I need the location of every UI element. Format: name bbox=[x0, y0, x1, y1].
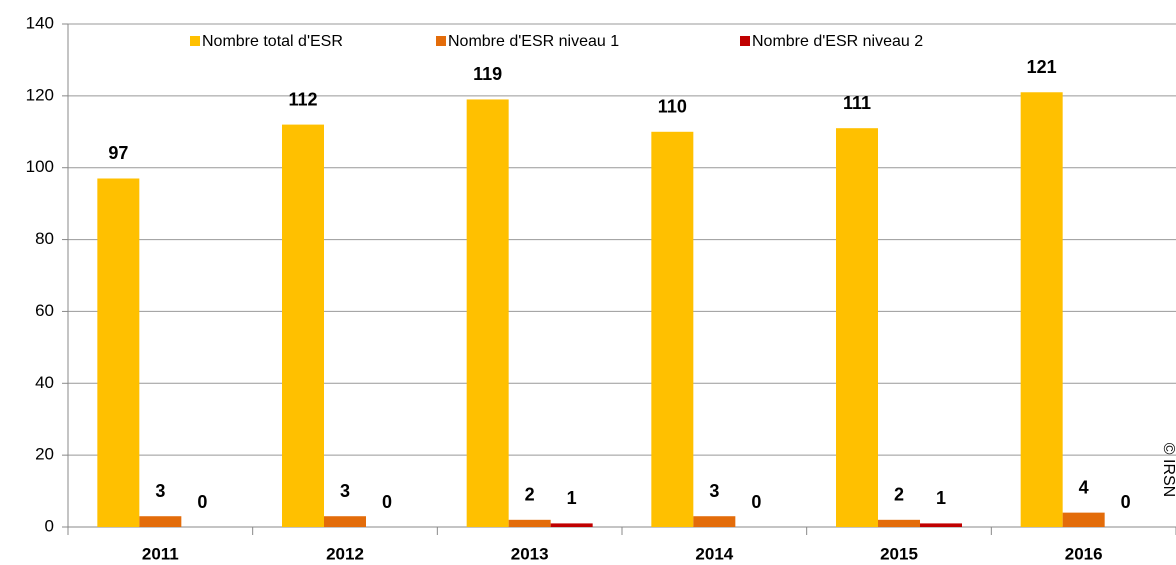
legend-label: Nombre total d'ESR bbox=[202, 33, 343, 50]
bar bbox=[508, 519, 551, 527]
data-label: 110 bbox=[658, 97, 687, 117]
legend-swatch bbox=[190, 36, 200, 46]
data-label: 121 bbox=[1027, 57, 1057, 77]
data-label: 119 bbox=[473, 64, 502, 84]
bar bbox=[97, 178, 140, 527]
y-tick-label: 120 bbox=[26, 85, 54, 104]
x-tick-label: 2013 bbox=[511, 544, 549, 563]
data-label: 0 bbox=[1121, 492, 1131, 512]
legend-label: Nombre d'ESR niveau 2 bbox=[752, 33, 923, 50]
y-tick-label: 40 bbox=[35, 373, 54, 392]
x-tick-label: 2014 bbox=[695, 544, 733, 563]
data-label: 3 bbox=[709, 481, 719, 501]
data-label: 97 bbox=[108, 143, 128, 163]
data-label: 0 bbox=[197, 492, 207, 512]
legend-swatch bbox=[740, 36, 750, 46]
data-label: 3 bbox=[340, 481, 350, 501]
data-label: 3 bbox=[155, 481, 165, 501]
bar bbox=[693, 516, 736, 527]
bar bbox=[1062, 512, 1105, 527]
data-label: 1 bbox=[936, 488, 946, 508]
x-tick-label: 2016 bbox=[1065, 544, 1103, 563]
bar bbox=[1020, 92, 1063, 527]
x-tick-label: 2011 bbox=[142, 544, 179, 563]
data-label: 111 bbox=[843, 93, 871, 113]
bar bbox=[324, 516, 366, 527]
bar bbox=[836, 128, 878, 527]
data-label: 2 bbox=[525, 485, 535, 505]
y-tick-label: 80 bbox=[35, 229, 54, 248]
bar bbox=[282, 124, 324, 527]
data-label: 4 bbox=[1079, 477, 1089, 497]
data-label: 112 bbox=[288, 89, 317, 109]
data-label: 0 bbox=[382, 492, 392, 512]
x-tick-label: 2012 bbox=[326, 544, 364, 563]
bar bbox=[139, 516, 182, 527]
bar bbox=[878, 519, 920, 527]
y-tick-label: 20 bbox=[35, 445, 54, 464]
bar bbox=[466, 99, 509, 527]
y-tick-label: 60 bbox=[35, 301, 54, 320]
y-tick-label: 0 bbox=[45, 516, 54, 535]
watermark: © IRSN bbox=[1160, 443, 1176, 497]
bar bbox=[550, 523, 593, 527]
y-tick-label: 140 bbox=[26, 13, 54, 32]
data-label: 1 bbox=[567, 488, 577, 508]
data-label: 2 bbox=[894, 485, 904, 505]
legend-label: Nombre d'ESR niveau 1 bbox=[448, 33, 619, 50]
legend-swatch bbox=[436, 36, 446, 46]
bar bbox=[651, 131, 694, 528]
y-tick-label: 100 bbox=[26, 157, 54, 176]
bar bbox=[920, 523, 962, 527]
x-tick-label: 2015 bbox=[880, 544, 918, 563]
data-label: 0 bbox=[751, 492, 761, 512]
